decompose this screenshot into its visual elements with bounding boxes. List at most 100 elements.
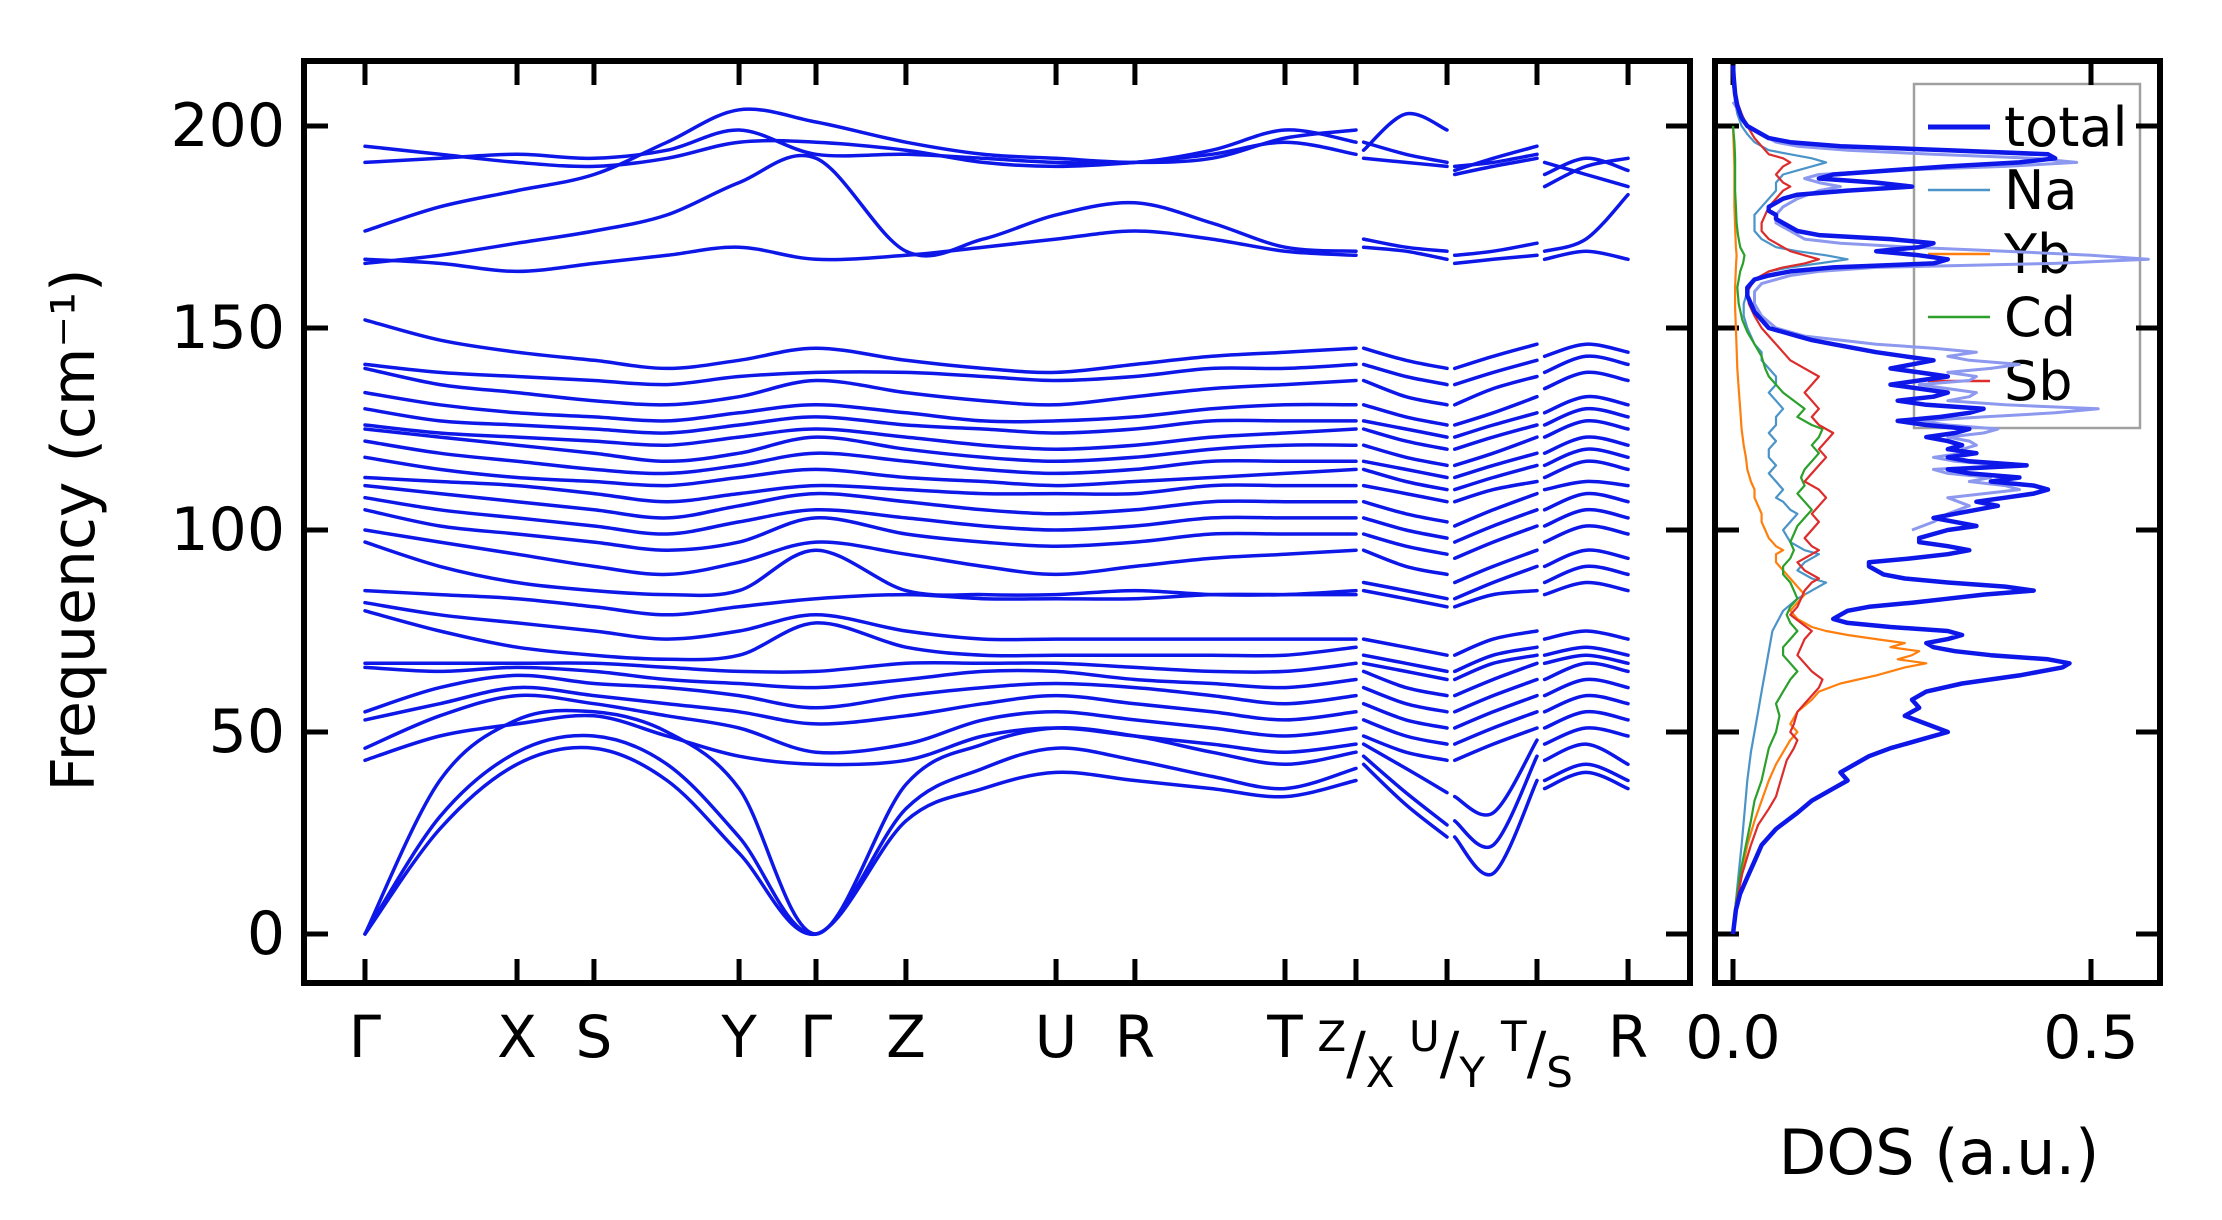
band-line (363, 693, 1358, 755)
band-line (1542, 580, 1630, 597)
band-line (1361, 685, 1449, 714)
y-axis-title: Frequency (cm⁻¹) (39, 268, 109, 792)
k-tick-label: U/Y (1409, 1012, 1486, 1097)
band-line (1452, 778, 1539, 877)
band-line (1542, 653, 1630, 666)
dos-curve-total (1730, 65, 2072, 935)
band-line (1452, 524, 1539, 561)
band-line (1452, 588, 1539, 609)
band-line (1452, 653, 1539, 682)
band-line (1452, 152, 1539, 169)
band-line (363, 153, 1358, 266)
band-line (1452, 548, 1539, 585)
band-line (1452, 435, 1539, 468)
legend-label-na: Na (2004, 159, 2078, 222)
band-line (1542, 394, 1630, 415)
k-tick-label: Γ (348, 1003, 382, 1071)
band-line (1361, 701, 1449, 730)
band-line (1361, 516, 1449, 540)
band-line (1452, 693, 1539, 730)
dos-tick-label: 0.0 (1685, 1003, 1781, 1073)
band-line (1542, 342, 1630, 359)
band-line (1361, 637, 1449, 657)
dos-tick-label: 0.5 (2043, 1003, 2139, 1073)
band-line (363, 475, 1358, 504)
dos-panel-frame (1712, 58, 2163, 986)
legend-label-sb: Sb (2004, 350, 2073, 413)
band-line (363, 128, 1358, 166)
band-line (1542, 156, 1630, 189)
band-line (1361, 548, 1449, 577)
k-tick-label: S (575, 1003, 613, 1071)
band-line (1452, 754, 1539, 850)
band-line (363, 665, 1358, 690)
band-line (363, 229, 1358, 274)
band-line (1452, 479, 1539, 504)
y-tick-label: 200 (170, 91, 285, 161)
band-line (1361, 669, 1449, 698)
band-line (1452, 423, 1539, 451)
dos-curve-total-fine (1731, 101, 2150, 532)
band-line (1452, 241, 1539, 258)
k-tick-label: R (1114, 1003, 1156, 1071)
band-line (1361, 762, 1449, 839)
band-line (1361, 499, 1449, 524)
band-line (363, 483, 1358, 520)
band-line (1361, 580, 1449, 601)
k-tick-label: T/S (1501, 1012, 1573, 1097)
band-line (1542, 524, 1630, 544)
band-line (1542, 762, 1630, 783)
k-tick-label: R (1607, 1003, 1649, 1071)
band-line (1452, 508, 1539, 544)
band-line (1542, 726, 1630, 746)
band-line (1361, 362, 1449, 387)
band-line (1542, 249, 1630, 262)
band-line (1542, 160, 1630, 189)
band-line (1542, 491, 1630, 512)
band-line (1452, 738, 1539, 817)
band-line (1452, 463, 1539, 492)
band-line (363, 362, 1358, 387)
dos-curve-Cd (1731, 125, 1824, 935)
band-line (1542, 548, 1630, 569)
band-line (363, 423, 1358, 451)
band-line (363, 495, 1358, 536)
k-tick-label: U (1034, 1003, 1078, 1071)
band-line (1452, 645, 1539, 674)
legend-label-cd: Cd (2004, 286, 2076, 349)
band-line (1361, 403, 1449, 427)
band-line (1542, 507, 1630, 528)
band-line (363, 138, 1358, 169)
band-line (1542, 564, 1630, 585)
band-line (1542, 693, 1630, 714)
band-line (1361, 718, 1449, 746)
y-tick-label: 0 (246, 899, 285, 969)
band-line (1542, 406, 1630, 427)
band-line (363, 439, 1358, 476)
band-line (1452, 726, 1539, 763)
band-line (1542, 677, 1630, 698)
band-line (1452, 677, 1539, 714)
band-line (1361, 661, 1449, 682)
band-line (1542, 435, 1630, 455)
band-line (1361, 734, 1449, 763)
band-line (1361, 237, 1449, 253)
band-line (1542, 459, 1630, 480)
band-line (363, 407, 1358, 435)
band-line (363, 713, 1358, 767)
band-line (1452, 342, 1539, 371)
band-line (1361, 532, 1449, 556)
band-panel-frame (301, 58, 1693, 986)
band-line (1542, 770, 1630, 791)
band-line (363, 427, 1358, 464)
band-line (363, 366, 1358, 407)
band-line (1542, 156, 1630, 177)
k-tick-label: Z/X (1317, 1012, 1395, 1097)
band-line (1542, 742, 1630, 767)
band-line (363, 609, 1358, 662)
dos-curve-Sb (1731, 85, 1835, 935)
y-tick-label: 150 (170, 293, 285, 363)
band-line (1542, 479, 1630, 492)
band-line (1542, 192, 1630, 253)
